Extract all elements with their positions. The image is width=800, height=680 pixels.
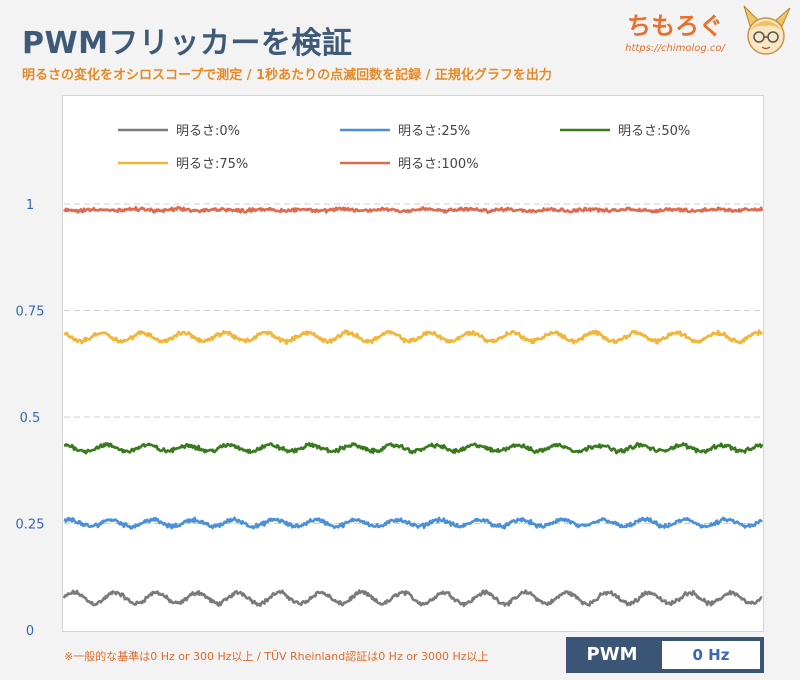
brand-name: ちもろぐ xyxy=(627,12,723,40)
standard-footnote: ※一般的な基準は0 Hz or 300 Hz以上 / TÜV Rheinland… xyxy=(64,650,489,663)
series-line-4 xyxy=(63,205,764,214)
plot-area xyxy=(62,95,764,632)
y-tick-label: 0.5 xyxy=(20,411,41,426)
legend: 明るさ:0% 明るさ:25% 明るさ:50% 明るさ:75% 明るさ:100% xyxy=(118,124,690,172)
y-axis-ticks: 0 0.25 0.5 0.75 1 xyxy=(16,198,45,639)
y-tick-label: 0 xyxy=(26,624,34,639)
y-tick-label: 0.75 xyxy=(16,305,45,320)
legend-label-2: 明るさ:50% xyxy=(618,124,690,139)
y-tick-label: 1 xyxy=(26,198,34,213)
pwm-label: PWM xyxy=(586,644,638,665)
pwm-result-box: PWM 0 Hz xyxy=(566,637,764,673)
series-line-2 xyxy=(63,442,764,455)
legend-label-1: 明るさ:25% xyxy=(398,124,470,139)
legend-label-4: 明るさ:100% xyxy=(398,157,479,172)
pwm-value: 0 Hz xyxy=(662,641,760,669)
series-line-0 xyxy=(62,589,763,608)
legend-label-0: 明るさ:0% xyxy=(176,124,240,139)
brand-url[interactable]: https://chimolog.co/ xyxy=(625,43,725,54)
page-subtitle: 明るさの変化をオシロスコープで測定 / 1秒あたりの点滅回数を記録 / 正規化グ… xyxy=(22,68,552,83)
mascot-icon xyxy=(743,5,791,55)
series-line-3 xyxy=(63,329,764,345)
legend-label-3: 明るさ:75% xyxy=(176,157,248,172)
page-title: PWMフリッカーを検証 xyxy=(22,26,353,61)
y-tick-label: 0.25 xyxy=(16,518,45,533)
series-lines xyxy=(62,205,764,608)
grid-lines xyxy=(64,203,762,524)
series-line-1 xyxy=(63,516,763,530)
brand-logo[interactable]: ちもろぐ https://chimolog.co/ xyxy=(610,6,740,54)
